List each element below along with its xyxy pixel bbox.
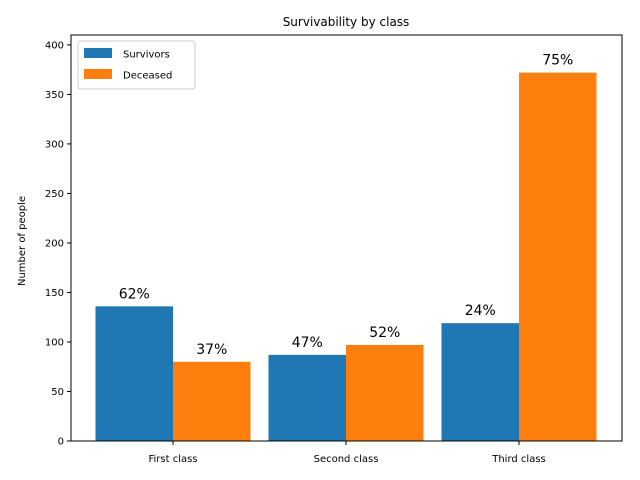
y-tick-label: 200 (45, 238, 64, 249)
bar-value-label: 62% (119, 286, 150, 302)
y-tick-label: 0 (58, 437, 64, 448)
bar-survivors-second-class (268, 354, 346, 441)
y-tick-label: 150 (45, 288, 64, 299)
legend-label-survivors: Survivors (123, 50, 170, 61)
bar-survivors-third-class (441, 323, 519, 441)
legend-label-deceased: Deceased (123, 71, 172, 82)
bar-deceased-second-class (346, 344, 424, 441)
y-tick-label: 300 (45, 139, 64, 150)
bar-value-label: 75% (542, 53, 573, 69)
bar-deceased-third-class (519, 72, 597, 441)
plot-frame (70, 34, 623, 442)
y-tick-label: 350 (45, 90, 64, 101)
x-tick-label: Second class (314, 454, 379, 465)
y-tick-label: 400 (45, 40, 64, 51)
bars-group: 62% 37% 47% 52% 24% 75% (95, 53, 597, 441)
y-tick-label: 250 (45, 189, 64, 200)
x-tick-label: Third class (491, 454, 546, 465)
y-tick-label: 50 (51, 387, 64, 398)
bar-survivors-first-class (95, 306, 173, 441)
y-tick-label: 100 (45, 337, 64, 348)
bar-deceased-first-class (173, 361, 251, 441)
legend-swatch-survivors (84, 48, 112, 58)
bar-value-label: 24% (465, 303, 496, 319)
x-tick-label: First class (148, 454, 197, 465)
bar-value-label: 37% (196, 342, 227, 358)
legend-swatch-deceased (84, 69, 112, 79)
chart-title: Survivability by class (283, 15, 410, 29)
bar-value-label: 47% (292, 335, 323, 351)
bar-value-label: 52% (369, 325, 400, 341)
legend: Survivors Deceased (77, 40, 196, 90)
y-axis-label: Number of people (17, 196, 28, 286)
ticks-group: First class Second class Third class 0 50 100… (45, 40, 546, 465)
